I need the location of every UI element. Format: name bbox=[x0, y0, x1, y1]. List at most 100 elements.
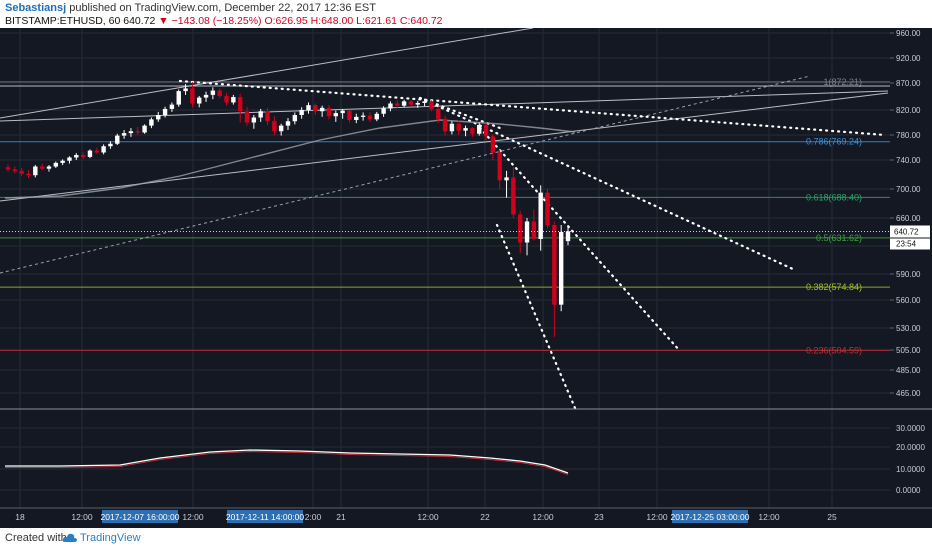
last-price-tag bbox=[890, 225, 930, 238]
publish-info: published on TradingView.com, December 2… bbox=[69, 2, 376, 14]
candle-body bbox=[128, 131, 134, 134]
candle-body bbox=[80, 155, 86, 157]
time-tick-label: 12:00 bbox=[71, 512, 93, 522]
candle-body bbox=[292, 115, 298, 122]
candle-body bbox=[210, 90, 216, 95]
candle-body bbox=[237, 97, 243, 112]
candle-body bbox=[456, 123, 461, 131]
candle-body bbox=[169, 104, 175, 109]
candle-body bbox=[347, 110, 352, 120]
candle-body bbox=[470, 128, 475, 134]
price-tick-label: 505.00 bbox=[896, 346, 921, 355]
price-tick-label: 960.00 bbox=[896, 29, 921, 38]
down-arrow-icon: ▼ bbox=[158, 15, 169, 27]
fib-level-label: 0.786(769.24) bbox=[806, 137, 862, 147]
time-tick-label: 22 bbox=[480, 512, 490, 522]
author-name[interactable]: Sebastiansj bbox=[5, 2, 67, 14]
oscillator-signal-line bbox=[5, 450, 569, 475]
candle-body bbox=[442, 118, 448, 132]
candle-body bbox=[524, 221, 530, 243]
candle-body bbox=[183, 88, 188, 92]
candle-body bbox=[511, 177, 516, 215]
candle-body bbox=[39, 166, 45, 169]
candle-body bbox=[12, 169, 18, 171]
candle-body bbox=[46, 166, 52, 169]
time-highlight-box bbox=[227, 510, 303, 523]
candle-body bbox=[217, 90, 222, 96]
candle-body bbox=[67, 157, 72, 161]
dotted-fan-line bbox=[478, 126, 682, 353]
candle-body bbox=[558, 232, 564, 305]
candle-body bbox=[415, 102, 420, 105]
candle-body bbox=[483, 125, 489, 137]
candle-body bbox=[517, 214, 523, 243]
candle-body bbox=[265, 111, 270, 122]
fib-level-label: 0.618(688.40) bbox=[806, 192, 862, 202]
candle-body bbox=[53, 162, 59, 167]
time-tick-label: 18 bbox=[15, 512, 25, 522]
time-tick-label: 12:00 bbox=[758, 512, 780, 522]
time-highlight-label: 2017-12-25 03:00:00 bbox=[671, 512, 750, 522]
time-highlight-box bbox=[672, 510, 748, 523]
candle-body bbox=[101, 146, 106, 153]
footer-bar: Created with TradingView bbox=[0, 528, 932, 550]
price-tick-label: 780.00 bbox=[896, 131, 921, 140]
dotted-fan-line bbox=[178, 79, 887, 137]
candle-body bbox=[299, 110, 304, 115]
candle-body bbox=[374, 113, 379, 120]
candle-body bbox=[354, 116, 359, 120]
candle-body bbox=[251, 117, 257, 123]
candle-body bbox=[395, 103, 400, 106]
price-change: −143.08 (−18.25%) bbox=[171, 15, 262, 27]
candle-body bbox=[231, 97, 236, 103]
candle-body bbox=[115, 135, 120, 144]
candle-body bbox=[504, 177, 509, 181]
candle-body bbox=[162, 108, 168, 115]
time-tick-label: 12:00 bbox=[646, 512, 668, 522]
fib-level-label: 0.5(631.62) bbox=[816, 233, 862, 243]
created-with-label: Created with bbox=[5, 532, 67, 544]
fib-level-label: 0.382(574.84) bbox=[806, 282, 862, 292]
candle-body bbox=[381, 108, 386, 114]
candle-body bbox=[319, 107, 325, 112]
osc-tick-label: 10.0000 bbox=[896, 465, 925, 474]
candle-body bbox=[190, 88, 195, 104]
last-price: 640.72 bbox=[123, 15, 156, 27]
candle-body bbox=[5, 167, 11, 170]
candle-body bbox=[360, 115, 366, 117]
candle-body bbox=[156, 115, 161, 120]
symbol-label[interactable]: BITSTAMP:ETHUSD, 60 bbox=[5, 15, 121, 27]
candle-body bbox=[463, 128, 468, 131]
candle-body bbox=[552, 225, 557, 305]
price-tick-label: 740.00 bbox=[896, 156, 921, 165]
candle-body bbox=[388, 103, 393, 109]
moving-average-line bbox=[4, 119, 576, 199]
candle-body bbox=[74, 155, 79, 158]
candle-body bbox=[340, 110, 345, 114]
ohlc-values: O:626.95 H:648.00 L:621.61 C:640.72 bbox=[264, 15, 443, 27]
chart-area[interactable]: 960.00 920.00 870.00 820.00 780.00 740.00 700.… bbox=[0, 28, 932, 528]
price-tick-label: 700.00 bbox=[896, 185, 921, 194]
price-tick-label: 660.00 bbox=[896, 214, 921, 223]
time-tick-label: 23 bbox=[594, 512, 604, 522]
candle-body bbox=[224, 95, 229, 103]
price-tick-label: 485.00 bbox=[896, 366, 921, 375]
tradingview-brand[interactable]: TradingView bbox=[80, 532, 141, 544]
candle-body bbox=[149, 119, 154, 126]
candle-body bbox=[422, 101, 427, 103]
price-tick-label: 560.00 bbox=[896, 296, 921, 305]
candle-body bbox=[497, 152, 502, 181]
candle-body bbox=[285, 121, 291, 126]
candle-body bbox=[108, 143, 113, 147]
candle-body bbox=[333, 113, 339, 117]
time-tick-label: 12:00 bbox=[417, 512, 439, 522]
time-highlight-label: 2017-12-07 16:00:00 bbox=[101, 512, 180, 522]
candle-body bbox=[197, 97, 202, 104]
candle-body bbox=[429, 101, 434, 109]
last-price-tag-label: 640.72 bbox=[894, 227, 919, 236]
countdown-label: 23:54 bbox=[896, 239, 917, 248]
candle-body bbox=[531, 221, 537, 239]
time-tick-label: 2:00 bbox=[305, 512, 322, 522]
candle-body bbox=[490, 136, 496, 153]
osc-tick-label: 20.0000 bbox=[896, 443, 925, 452]
